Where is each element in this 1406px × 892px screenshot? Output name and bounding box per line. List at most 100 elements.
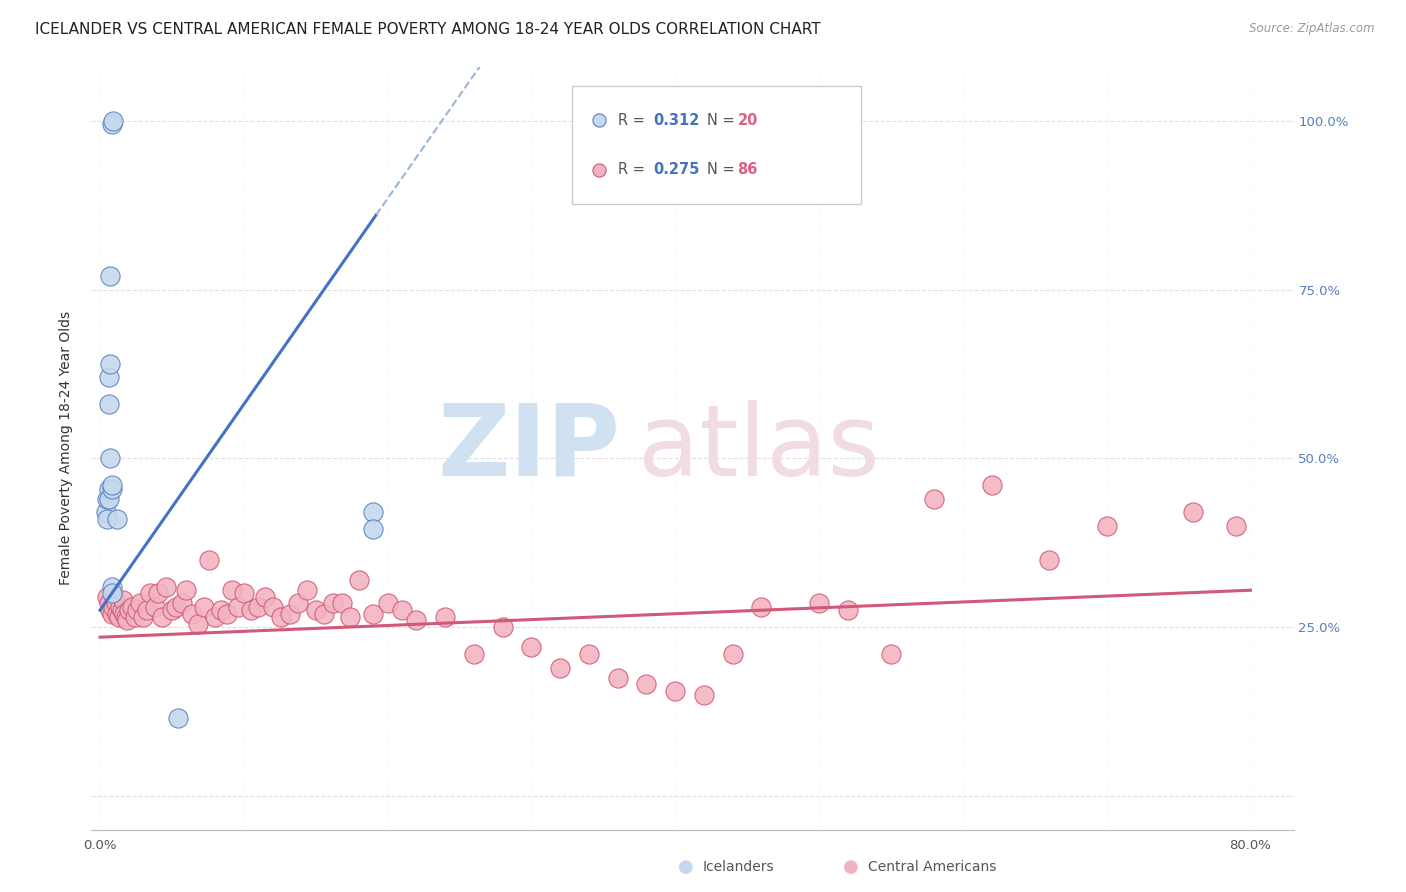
Text: Icelanders: Icelanders [703, 860, 775, 874]
Point [136, 603, 159, 617]
Point [880, 647, 903, 661]
Text: ●: ● [678, 858, 695, 876]
Point [696, 205, 718, 219]
Text: Central Americans: Central Americans [868, 860, 995, 874]
Point [98, 269, 121, 284]
Y-axis label: Female Poverty Among 18-24 Year Olds: Female Poverty Among 18-24 Year Olds [59, 311, 73, 585]
Point [232, 586, 254, 600]
Point [361, 607, 384, 621]
Text: ZIP: ZIP [437, 400, 620, 497]
Point [118, 603, 141, 617]
Point [405, 613, 427, 627]
Point [129, 597, 152, 611]
FancyBboxPatch shape [572, 86, 860, 204]
Point [1181, 505, 1204, 519]
Point [980, 478, 1002, 492]
Point [127, 603, 149, 617]
Point [636, 677, 658, 691]
Point [221, 582, 243, 597]
Point [96, 512, 118, 526]
Point [209, 603, 232, 617]
Point [287, 597, 309, 611]
Text: 0.312: 0.312 [652, 112, 699, 128]
Point [339, 610, 361, 624]
Point [101, 599, 124, 614]
Point [322, 597, 344, 611]
Point [391, 603, 413, 617]
Point [94, 505, 117, 519]
Point [807, 597, 830, 611]
Point [100, 482, 122, 496]
Point [578, 647, 600, 661]
Point [100, 478, 122, 492]
Point [108, 599, 131, 614]
Point [165, 599, 187, 614]
Point [361, 522, 384, 536]
Point [463, 647, 485, 661]
Text: ICELANDER VS CENTRAL AMERICAN FEMALE POVERTY AMONG 18-24 YEAR OLDS CORRELATION C: ICELANDER VS CENTRAL AMERICAN FEMALE POV… [35, 22, 821, 37]
Point [270, 610, 292, 624]
Point [110, 603, 132, 617]
Point [330, 597, 353, 611]
Point [922, 491, 945, 506]
Point [1225, 519, 1247, 533]
Point [240, 603, 263, 617]
Point [254, 590, 277, 604]
Point [377, 597, 399, 611]
Point [105, 607, 128, 621]
Point [97, 482, 120, 496]
Point [262, 599, 284, 614]
Point [104, 597, 127, 611]
Point [837, 603, 859, 617]
Point [693, 688, 716, 702]
Point [314, 607, 336, 621]
Point [361, 505, 384, 519]
Point [132, 610, 155, 624]
Point [97, 491, 120, 506]
Point [96, 590, 118, 604]
Point [115, 610, 138, 624]
Point [100, 117, 122, 131]
Point [751, 599, 773, 614]
Text: ●: ● [842, 858, 859, 876]
Point [247, 599, 270, 614]
Point [520, 640, 543, 655]
Point [98, 603, 121, 617]
Text: N =: N = [706, 162, 738, 178]
Point [181, 607, 204, 621]
Point [170, 597, 193, 611]
Point [98, 357, 121, 371]
Point [160, 603, 183, 617]
Point [121, 599, 143, 614]
Point [434, 610, 457, 624]
Point [143, 599, 166, 614]
Point [100, 580, 122, 594]
Point [124, 610, 146, 624]
Point [105, 512, 128, 526]
Text: 20: 20 [737, 112, 758, 128]
Point [347, 573, 370, 587]
Point [100, 607, 122, 621]
Point [721, 647, 744, 661]
Point [215, 607, 238, 621]
Point [117, 613, 139, 627]
Point [278, 607, 301, 621]
Text: 0.275: 0.275 [652, 162, 699, 178]
Point [1095, 519, 1118, 533]
Text: R =: R = [617, 112, 650, 128]
Point [100, 586, 122, 600]
Point [174, 582, 197, 597]
Point [606, 671, 628, 685]
Text: R =: R = [617, 162, 650, 178]
Point [226, 599, 249, 614]
Point [97, 370, 120, 384]
Point [111, 593, 135, 607]
Point [150, 610, 173, 624]
Point [107, 610, 129, 624]
Point [204, 610, 226, 624]
Point [96, 491, 118, 506]
Text: 86: 86 [737, 162, 758, 178]
Point [696, 161, 718, 175]
Text: atlas: atlas [638, 400, 880, 497]
Point [146, 586, 169, 600]
